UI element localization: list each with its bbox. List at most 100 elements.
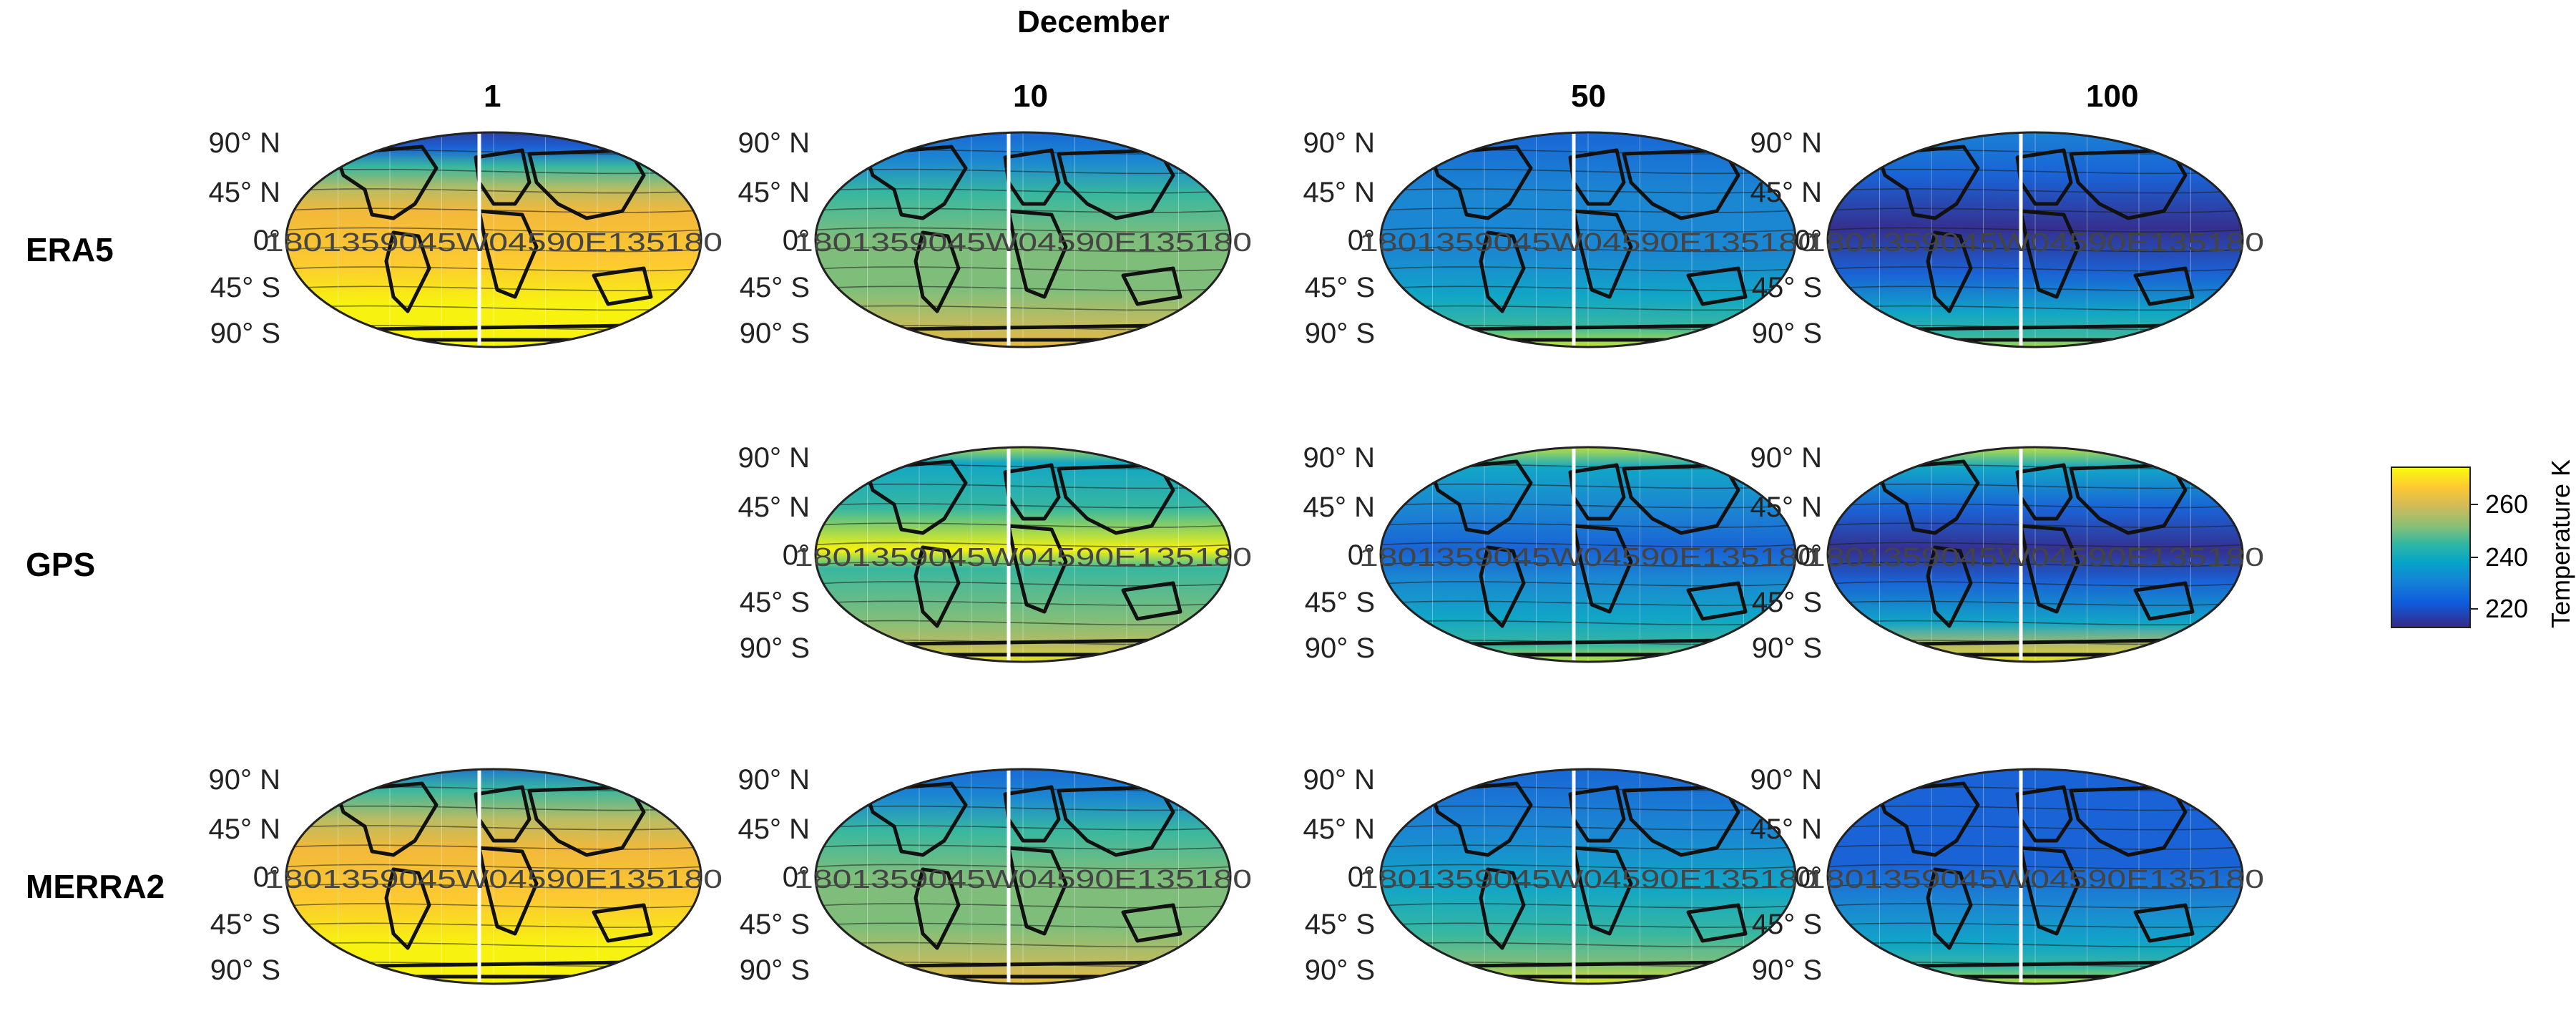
latitude-label: 45° N: [1750, 814, 1823, 845]
contour-line: [816, 922, 1230, 928]
map-panel-svg: 90° N 45° N 0° 45° S 90° S 1801359045W04590E1…: [1303, 127, 1818, 349]
contour-line: [1828, 503, 2243, 509]
map-panel-era5-10: 90° N 45° N 0° 45° S 90° S 1801359045W04590E1…: [730, 125, 1253, 368]
latitude-label: 45° N: [1303, 177, 1376, 208]
contour-line: [1381, 922, 1796, 928]
contour-line: [816, 942, 1230, 948]
latitude-label: 0°: [1348, 539, 1375, 571]
coastline: [2019, 846, 2080, 936]
map-frame: [1379, 446, 1797, 663]
contour-line: [816, 285, 1230, 291]
latitude-label: 45° S: [1752, 909, 1822, 940]
coastline: [1686, 266, 1748, 306]
contour-line: [1828, 188, 2243, 194]
contour-line: [1828, 305, 2243, 311]
latitude-label: 45° S: [740, 272, 810, 303]
latitude-label: 90° S: [740, 632, 810, 664]
coastline: [1121, 266, 1182, 306]
row-header-gps: GPS: [26, 546, 96, 583]
coastline: [863, 459, 968, 535]
contour-line: [1828, 825, 2243, 831]
longitude-labels: 1801359045W04590E135180: [1359, 542, 1817, 572]
latitude-label: 90° N: [1303, 764, 1376, 796]
coastline: [334, 781, 439, 857]
latitude-label: 45° S: [1305, 587, 1375, 618]
latitude-label: 45° S: [1752, 587, 1822, 618]
map-panel-svg: 90° N 45° N 0° 45° S 90° S 1801359045W04590E1…: [1750, 764, 2265, 986]
coastline: [1876, 145, 1980, 220]
contour-line: [286, 227, 701, 233]
map-panel-svg: 90° N 45° N 0° 45° S 90° S 1801359045W04590E1…: [1750, 127, 2265, 349]
contour-line: [816, 864, 1230, 870]
contour-line: [816, 227, 1230, 233]
map-panel-svg: 90° N 45° N 0° 45° S 90° S 1801359045W04590E1…: [209, 764, 723, 986]
map-panel-gps-50: 90° N 45° N 0° 45° S 90° S 1801359045W04590E1…: [1295, 440, 1818, 683]
month-title: December: [1017, 4, 1170, 39]
map-frame: [1826, 131, 2244, 348]
contour-line: [1381, 285, 1796, 291]
map-panel-svg: 90° N 45° N 0° 45° S 90° S 1801359045W04590E1…: [1303, 764, 1818, 986]
contour-line: [1381, 207, 1796, 213]
latitude-label: 45° S: [210, 909, 280, 940]
coastline: [1479, 230, 1526, 313]
contour-line: [1381, 305, 1796, 311]
contour-line: [1828, 922, 2243, 928]
map-panel-svg: 90° N 45° N 0° 45° S 90° S 1801359045W04590E1…: [1750, 442, 2265, 664]
contour-line: [286, 922, 701, 928]
contour-line: [816, 883, 1230, 889]
map-frame: [285, 768, 702, 985]
coastline: [592, 266, 653, 306]
map-panel-era5-50: 90° N 45° N 0° 45° S 90° S 1801359045W04590E1…: [1295, 125, 1818, 368]
temperature-field: [1381, 447, 1796, 662]
column-header-100: 100: [2086, 79, 2139, 114]
row-header-merra2: MERRA2: [26, 868, 165, 905]
latitude-label: 0°: [783, 861, 810, 893]
coastline: [1121, 903, 1182, 943]
contour-line: [816, 561, 1230, 567]
contour-line: [286, 188, 701, 194]
longitude-labels: 1801359045W04590E135180: [1359, 228, 1817, 257]
coastline: [1572, 209, 1633, 299]
row-header-era5: ERA5: [26, 231, 114, 268]
coastline: [2019, 524, 2080, 614]
map-frame: [814, 446, 1232, 663]
contour-line: [816, 207, 1230, 213]
latitude-label: 45° S: [740, 587, 810, 618]
contour-line: [816, 503, 1230, 509]
coastline: [1572, 524, 1633, 614]
column-header-50: 50: [1571, 79, 1606, 114]
latitude-label: 0°: [1795, 539, 1822, 571]
coastline: [477, 846, 539, 936]
contour-line: [1381, 883, 1796, 889]
colorbar-tick: [2469, 608, 2478, 610]
coastline: [1686, 903, 1748, 943]
latitude-label: 90° S: [1305, 318, 1375, 349]
contour-line: [1381, 227, 1796, 233]
coastline: [1007, 846, 1068, 936]
temperature-field: [816, 132, 1230, 347]
contour-line: [1381, 503, 1796, 509]
map-panel-era5-100: 90° N 45° N 0° 45° S 90° S 1801359045W04590E1…: [1742, 125, 2265, 368]
longitude-labels: 1801359045W04590E135180: [794, 864, 1252, 894]
coastline: [1926, 867, 1973, 950]
map-frame: [1826, 768, 2244, 985]
contour-line: [1828, 864, 2243, 870]
coastline: [334, 145, 439, 220]
contour-line: [816, 542, 1230, 548]
coastline: [1007, 209, 1068, 299]
contour-line: [1381, 942, 1796, 948]
contour-line: [286, 864, 701, 870]
latitude-label: 45° N: [738, 814, 810, 845]
map-frame: [285, 131, 702, 348]
longitude-labels: 1801359045W04590E135180: [1359, 864, 1817, 894]
latitude-label: 90° N: [1750, 764, 1823, 796]
temperature-field: [286, 769, 701, 984]
coastline: [2019, 209, 2080, 299]
latitude-label: 0°: [253, 225, 280, 256]
contour-line: [1381, 561, 1796, 567]
latitude-label: 45° S: [1305, 909, 1375, 940]
coastline: [1479, 867, 1526, 950]
contour-line: [1828, 522, 2243, 528]
contour-line: [1828, 883, 2243, 889]
latitude-label: 90° N: [738, 764, 810, 796]
